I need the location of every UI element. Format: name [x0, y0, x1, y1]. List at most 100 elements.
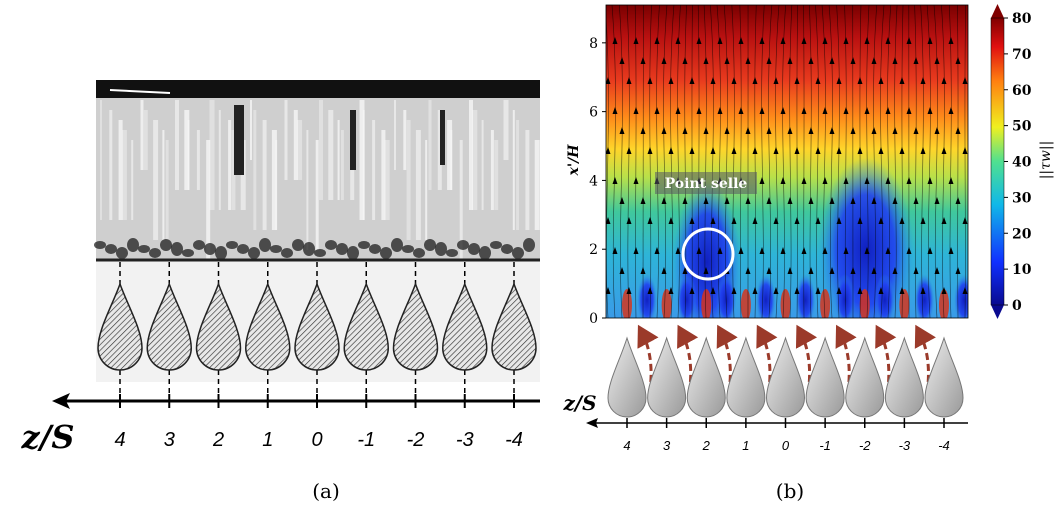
arrowhead — [878, 217, 884, 224]
texture — [206, 140, 211, 260]
arrowhead — [892, 127, 898, 134]
fin — [294, 281, 340, 371]
streamline — [828, 5, 833, 318]
streamline — [649, 5, 652, 318]
texture — [501, 244, 513, 254]
arrowhead — [843, 177, 849, 184]
fin — [244, 281, 291, 371]
streamline — [619, 5, 623, 318]
texture — [380, 247, 392, 259]
arrowhead — [738, 37, 744, 44]
texture — [259, 238, 271, 252]
arrowhead — [675, 37, 681, 44]
texture — [337, 120, 340, 200]
texture — [413, 248, 425, 258]
arrowhead — [612, 37, 618, 44]
x-tick-label: -4 — [938, 438, 950, 453]
arrowhead — [689, 217, 695, 224]
arrowhead — [871, 197, 877, 204]
x-tick-label: -3 — [456, 429, 474, 451]
high-shear — [820, 289, 831, 318]
arrowhead — [780, 177, 786, 184]
texture — [182, 249, 194, 257]
arrowhead — [864, 247, 870, 254]
texture — [440, 110, 445, 165]
arrowhead — [640, 57, 646, 64]
streamline — [836, 5, 840, 318]
arrowhead — [801, 37, 807, 44]
arrowhead — [675, 247, 681, 254]
colorbar — [990, 17, 1005, 306]
arrowhead — [948, 37, 954, 44]
texture — [446, 249, 458, 257]
arrowhead — [899, 77, 905, 84]
arrowhead — [801, 247, 807, 254]
x-tick-label: 3 — [164, 429, 175, 451]
arrowhead — [696, 247, 702, 254]
arrowhead — [773, 147, 779, 154]
texture — [516, 120, 520, 230]
texture — [534, 140, 540, 230]
arrowhead — [962, 287, 968, 294]
arrowhead — [913, 57, 919, 64]
streamline — [768, 5, 773, 318]
arrowhead — [934, 197, 940, 204]
arrowhead — [640, 127, 646, 134]
texture — [228, 120, 232, 210]
texture — [459, 140, 463, 260]
arrowhead — [780, 247, 786, 254]
high-shear — [701, 289, 712, 318]
x-tick-label: 4 — [114, 429, 125, 451]
texture — [403, 110, 407, 170]
arrowhead — [871, 267, 877, 274]
streamline — [894, 5, 898, 318]
arrowhead — [766, 57, 772, 64]
arrowhead — [850, 57, 856, 64]
fin — [146, 281, 193, 371]
fin — [195, 281, 242, 371]
streamline — [948, 5, 952, 318]
arrowhead — [773, 77, 779, 84]
arrowhead — [829, 57, 835, 64]
arrowhead — [927, 247, 933, 254]
arrowhead — [955, 57, 961, 64]
texture — [490, 130, 494, 210]
colorbar-label: ||τw|| — [1038, 141, 1054, 180]
arrowhead — [787, 197, 793, 204]
arrowhead — [913, 127, 919, 134]
arrowhead — [633, 107, 639, 114]
high-shear — [939, 289, 949, 318]
x-tick-label: 4 — [623, 438, 630, 453]
arrowhead — [857, 217, 863, 224]
x-tick-label: 0 — [311, 429, 322, 451]
texture — [204, 243, 216, 255]
texture — [469, 100, 473, 210]
arrowhead — [948, 177, 954, 184]
arrowhead — [668, 287, 674, 294]
flow-arrow — [795, 324, 818, 383]
flow-arrow — [677, 324, 699, 383]
arrowhead — [619, 127, 625, 134]
arrowhead — [710, 77, 716, 84]
arrowhead — [682, 57, 688, 64]
arrowhead — [913, 267, 919, 274]
arrowhead — [857, 287, 863, 294]
axis-arrow — [586, 418, 598, 428]
arrowhead — [626, 77, 632, 84]
arrowhead — [654, 107, 660, 114]
texture — [503, 100, 509, 160]
x-tick-label: 1 — [262, 429, 273, 451]
x-tick-label: -2 — [407, 429, 425, 451]
arrowhead — [738, 247, 744, 254]
texture — [237, 244, 249, 254]
texture — [215, 246, 227, 260]
arrowhead — [724, 197, 730, 204]
arrowhead — [703, 127, 709, 134]
streamline — [739, 5, 742, 318]
arrowhead — [920, 217, 926, 224]
streamline — [901, 5, 904, 318]
low-shear — [835, 274, 856, 318]
texture — [472, 110, 478, 210]
arrowhead — [710, 217, 716, 224]
y-tick-label: 6 — [589, 105, 598, 121]
